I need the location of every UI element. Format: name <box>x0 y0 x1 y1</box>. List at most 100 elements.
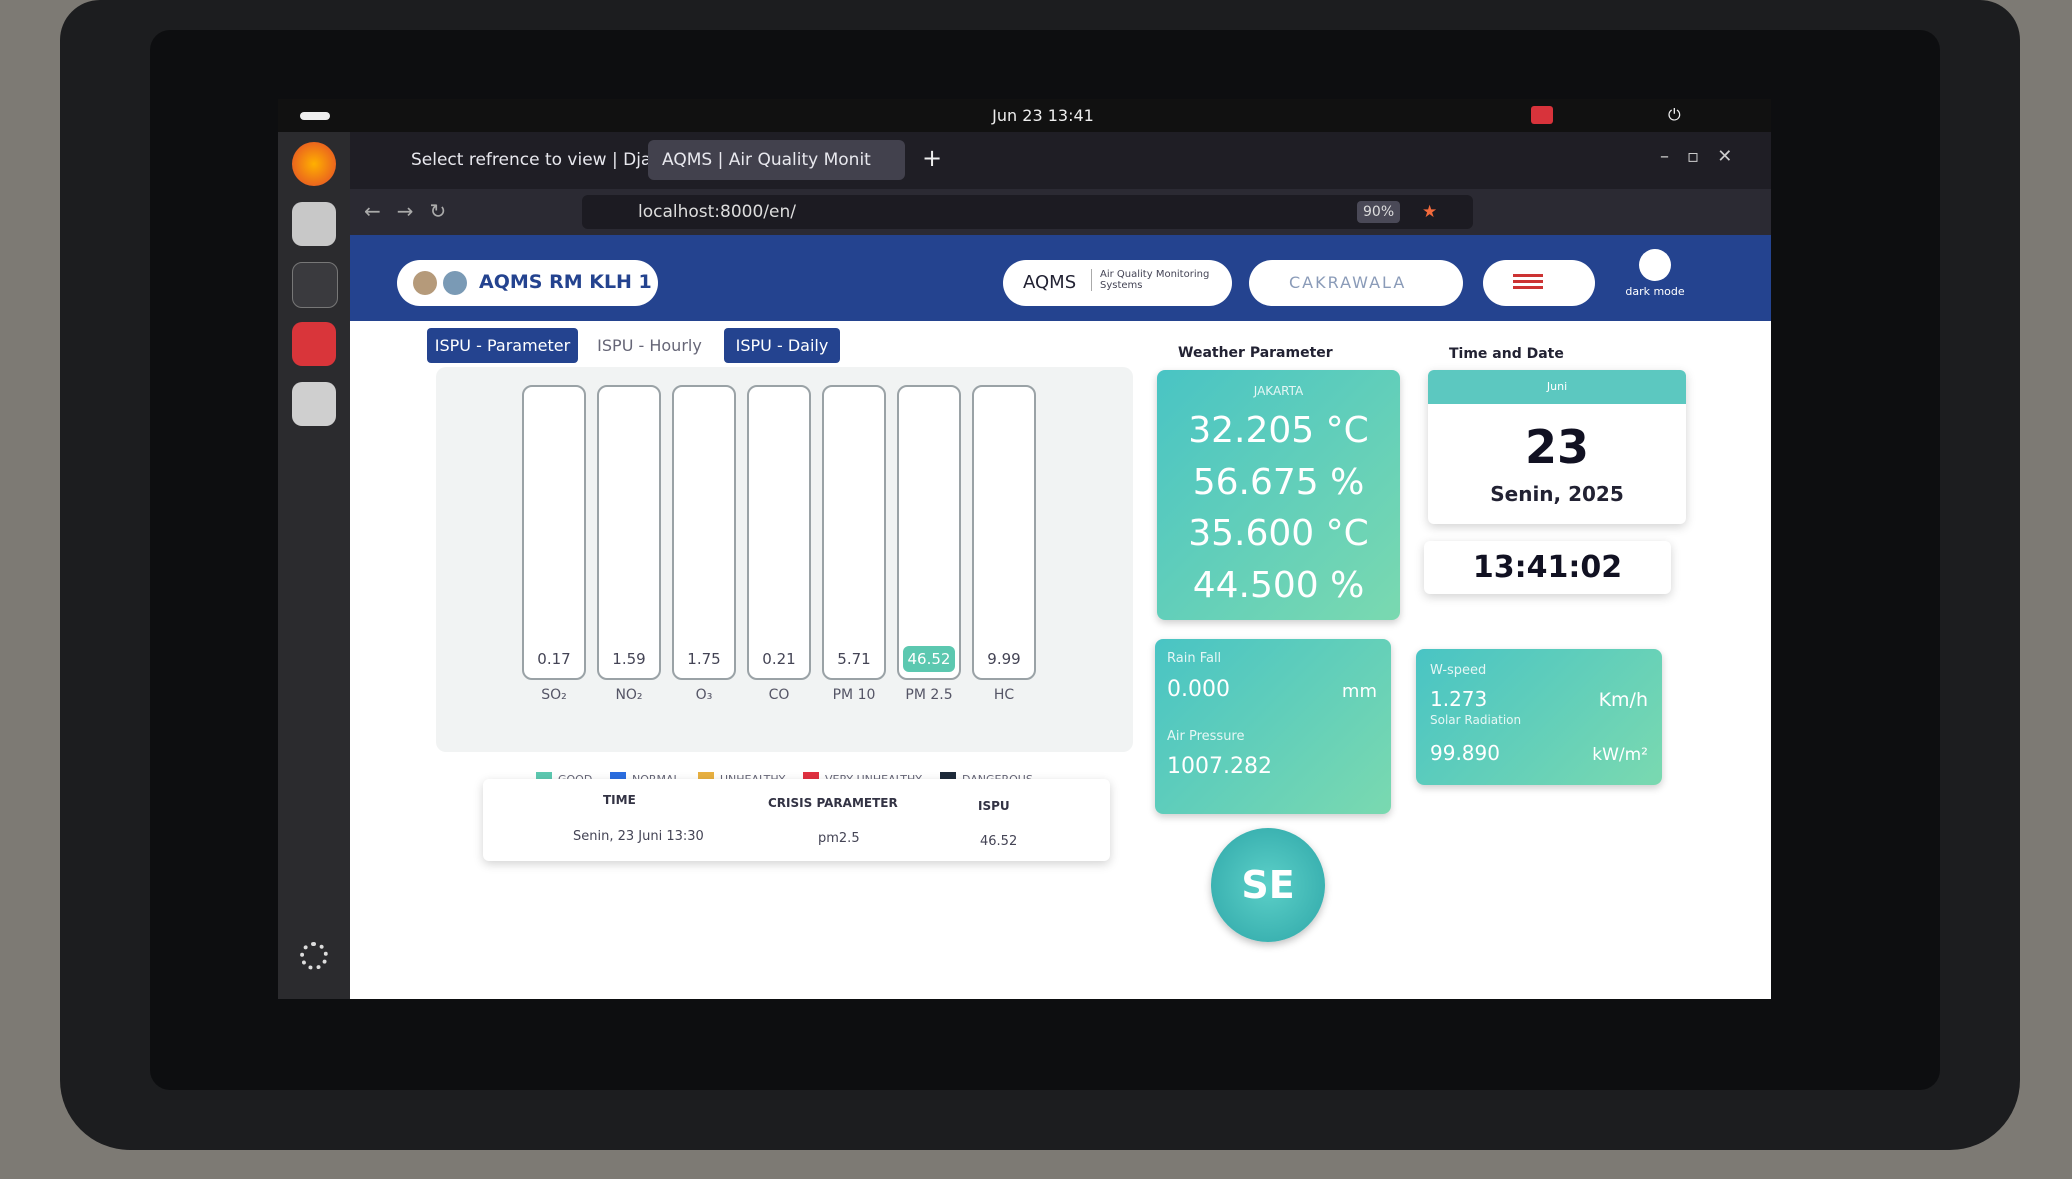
dark-mode-label: dark mode <box>1625 285 1685 298</box>
humidity-2: 44.500 % <box>1192 565 1365 606</box>
system-top-bar: Jun 23 13:41 ⏻ <box>278 99 1771 132</box>
table-cell: Senin, 23 Juni 13:30 <box>573 829 704 844</box>
logo <box>443 271 467 295</box>
table-cell: pm2.5 <box>818 831 860 846</box>
gauge: 0.21 <box>747 385 811 680</box>
flag <box>1513 274 1543 292</box>
table-header: TIME <box>603 793 636 807</box>
screen: Jun 23 13:41 ⏻ Select refrence to view |… <box>278 99 1771 999</box>
gauge: 9.99 <box>972 385 1036 680</box>
product-pill[interactable]: AQMS Air Quality Monitoring Systems <box>1003 260 1232 306</box>
firefox-icon[interactable] <box>292 142 336 186</box>
dashboard: ISPU - Parameter ISPU - Hourly ISPU - Da… <box>350 321 1771 999</box>
air-pressure: 1007.282 <box>1167 754 1272 779</box>
show-apps[interactable] <box>300 942 328 970</box>
product-subtitle: Air Quality Monitoring Systems <box>1091 269 1230 291</box>
activities-indicator[interactable] <box>300 112 330 120</box>
gauge-value: 46.52 <box>903 646 955 672</box>
gauge-value: 1.59 <box>612 650 646 668</box>
label: Rain Fall <box>1167 651 1222 666</box>
dock <box>278 132 350 999</box>
unit: Km/h <box>1598 689 1648 711</box>
gauge-label: NO₂ <box>615 687 643 703</box>
record-indicator[interactable] <box>1531 106 1553 124</box>
moon-icon <box>1639 249 1671 281</box>
trash-icon[interactable] <box>292 382 336 426</box>
gauge-label: PM 10 <box>832 687 876 703</box>
wind-speed: 1.273 <box>1430 687 1488 711</box>
solar-radiation: 99.890 <box>1430 741 1500 765</box>
brand-pill[interactable]: AQMS RM KLH 1 <box>397 260 658 306</box>
terminal-icon[interactable] <box>292 262 338 308</box>
new-tab-button[interactable]: + <box>922 144 943 172</box>
tab-bar: Select refrence to view | Dja AQMS | Air… <box>350 132 1771 189</box>
status-icons[interactable]: ⏻ <box>1668 105 1681 124</box>
url: localhost:8000/en/ <box>638 202 796 222</box>
tab[interactable]: ISPU - Daily <box>724 328 840 363</box>
language-selector[interactable] <box>1483 260 1595 306</box>
month: Juni <box>1428 370 1686 404</box>
clock: 13:41:02 <box>1424 541 1671 594</box>
date-card: Juni 23 Senin, 2025 <box>1428 370 1686 524</box>
label: Air Pressure <box>1167 729 1245 744</box>
browser-tab[interactable]: Select refrence to view | Dja <box>411 150 648 170</box>
crisis-table: TIME CRISIS PARAMETER ISPU Senin, 23 Jun… <box>483 779 1110 861</box>
gauge: 1.59 <box>597 385 661 680</box>
gauge-label: PM 2.5 <box>905 687 953 703</box>
files-icon[interactable] <box>292 202 336 246</box>
gauge: 46.52 <box>897 385 961 680</box>
rain-pressure-card: Rain Fall 0.000 mm Air Pressure 1007.282 <box>1155 639 1391 814</box>
gauge-value: 5.71 <box>837 650 871 668</box>
tab[interactable]: ISPU - Parameter <box>427 328 578 363</box>
rainfall: 0.000 <box>1167 677 1230 702</box>
location: JAKARTA <box>1253 384 1304 398</box>
gauge-label: O₃ <box>695 687 713 703</box>
label: Solar Radiation <box>1430 713 1522 727</box>
product: AQMS <box>1023 272 1077 293</box>
wind-solar-card: W-speed 1.273 Km/h Solar Radiation 99.89… <box>1416 649 1662 785</box>
tab[interactable]: ISPU - Hourly <box>597 336 702 355</box>
gauge: 5.71 <box>822 385 886 680</box>
gauge-value: 9.99 <box>987 650 1021 668</box>
label: W-speed <box>1430 663 1487 678</box>
navigation-bar: ←→↻ localhost:8000/en/ 90% ★ <box>350 189 1771 235</box>
table-header: CRISIS PARAMETER <box>768 796 898 810</box>
table-cell: 46.52 <box>980 834 1018 849</box>
gauge: 1.75 <box>672 385 736 680</box>
partner-pill[interactable]: CAKRAWALA <box>1249 260 1463 306</box>
gauge-value: 1.75 <box>687 650 721 668</box>
ispu-panel: 0.17 SO₂ 1.59 NO₂ 1.75 O₃ 0.21 CO 5.71 PM 10 46.52… <box>436 367 1133 788</box>
browser-tab-active[interactable]: AQMS | Air Quality Monit <box>648 140 905 180</box>
gauge: 0.17 <box>522 385 586 680</box>
gauge-label: CO <box>768 687 790 703</box>
humidity: 56.675 % <box>1192 462 1365 503</box>
day: 23 <box>1524 420 1589 474</box>
temperature: 32.205 °C <box>1188 410 1369 451</box>
unit: mm <box>1341 681 1377 702</box>
gauge-value: 0.17 <box>537 650 571 668</box>
dark-mode-toggle[interactable]: dark mode <box>1620 249 1690 298</box>
zoom-level[interactable]: 90% <box>1357 201 1401 223</box>
section-title: Time and Date <box>1449 346 1564 362</box>
brand: AQMS RM KLH 1 <box>479 271 652 293</box>
url-field[interactable]: localhost:8000/en/ 90% ★ <box>582 195 1473 229</box>
clock[interactable]: Jun 23 13:41 <box>992 106 1094 125</box>
gauge-label: HC <box>993 687 1015 703</box>
partner: CAKRAWALA <box>1289 273 1407 292</box>
weather-card: JAKARTA 32.205 °C 56.675 % 35.600 °C 44.… <box>1157 370 1400 620</box>
logo <box>413 271 437 295</box>
bookmark-star[interactable]: ★ <box>1422 202 1438 222</box>
gauge-label: SO₂ <box>541 687 567 703</box>
gauge-value: 0.21 <box>762 650 796 668</box>
weekday-year: Senin, 2025 <box>1490 482 1624 506</box>
wind-direction: SE <box>1211 828 1325 942</box>
temperature-2: 35.600 °C <box>1188 513 1369 554</box>
table-header: ISPU <box>978 799 1010 813</box>
app-icon[interactable] <box>292 322 336 366</box>
unit: kW/m² <box>1592 745 1648 765</box>
section-title: Weather Parameter <box>1178 345 1333 361</box>
window-controls[interactable]: –▫✕ <box>1660 146 1751 167</box>
site-navbar: AQMS RM KLH 1 AQMS Air Quality Monitorin… <box>350 235 1771 321</box>
nav-buttons[interactable]: ←→↻ <box>364 199 463 223</box>
